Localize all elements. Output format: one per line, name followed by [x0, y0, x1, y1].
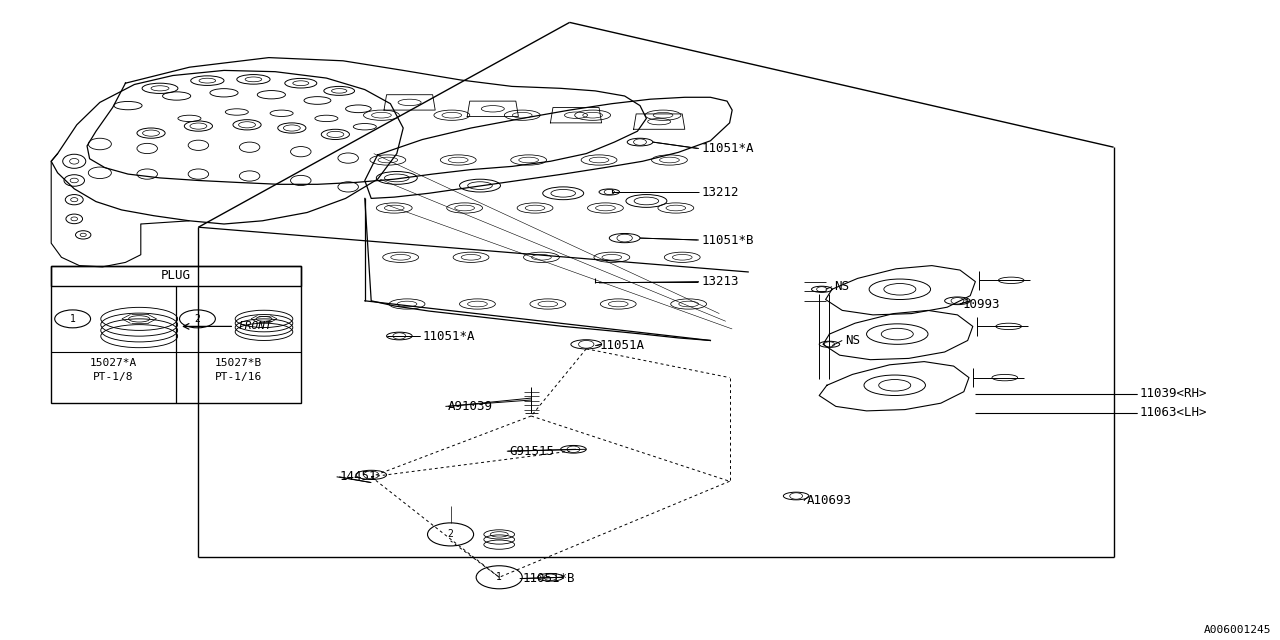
Text: PT-1/8: PT-1/8 [93, 372, 134, 382]
Text: 1: 1 [497, 572, 502, 582]
Text: 11051*B: 11051*B [701, 234, 754, 246]
Text: 11039<RH>: 11039<RH> [1139, 387, 1207, 400]
Text: A91039: A91039 [448, 400, 493, 413]
Bar [51, 266, 301, 403]
Text: 11051*A: 11051*A [701, 142, 754, 155]
Text: 14451: 14451 [339, 470, 376, 483]
Text: FRONT: FRONT [238, 321, 271, 332]
Text: PT-1/16: PT-1/16 [215, 372, 262, 382]
Text: NS: NS [845, 334, 860, 347]
Text: 2: 2 [448, 529, 453, 540]
Text: 2: 2 [195, 314, 201, 324]
Text: 11063<LH>: 11063<LH> [1139, 406, 1207, 419]
Text: 15027*A: 15027*A [90, 358, 137, 368]
Text: NS: NS [835, 280, 850, 293]
Text: PLUG: PLUG [161, 269, 191, 282]
Text: 13213: 13213 [701, 275, 739, 288]
Text: 11051*A: 11051*A [422, 330, 475, 342]
Bar [51, 266, 301, 286]
Text: 11051A: 11051A [599, 339, 644, 352]
Text: 10993: 10993 [963, 298, 1000, 310]
Text: 15027*B: 15027*B [215, 358, 262, 368]
Text: 11051*B: 11051*B [522, 572, 575, 585]
Text: G91515: G91515 [509, 445, 554, 458]
Text: A10693: A10693 [806, 494, 851, 507]
Text: A006001245: A006001245 [1203, 625, 1271, 635]
Text: 1: 1 [69, 314, 76, 324]
Text: 13212: 13212 [701, 186, 739, 198]
